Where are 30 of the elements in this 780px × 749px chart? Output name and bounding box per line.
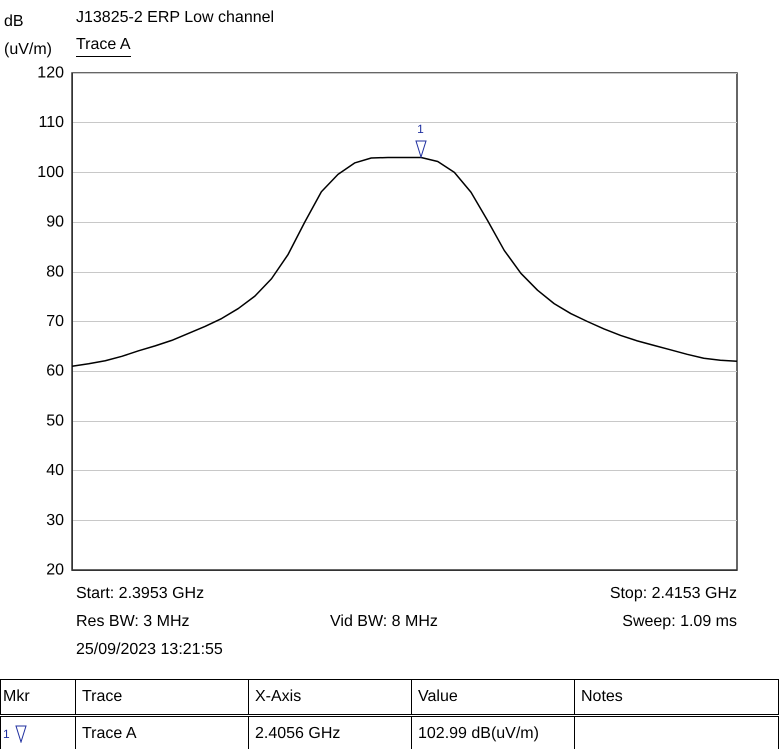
text: Start: 2.3953 GHz — [76, 584, 204, 604]
y-tick-label: 100 — [37, 164, 64, 181]
y-tick-label: 90 — [46, 214, 64, 231]
text: Sweep: 1.09 ms — [622, 612, 737, 632]
text: Res BW: 3 MHz — [76, 612, 190, 632]
y-tick-label: 70 — [46, 313, 64, 330]
text: Trace A — [76, 35, 131, 57]
text: Mkr — [0, 680, 76, 716]
y-tick-label: 20 — [46, 562, 64, 578]
text: 2.4056 GHz — [248, 716, 412, 749]
y-tick-label: 120 — [37, 64, 64, 82]
y-tick-label: 30 — [46, 512, 64, 529]
text: 25/09/2023 13:21:55 — [76, 640, 223, 660]
text: 102.99 dB(uV/m) — [412, 716, 574, 749]
text: Notes — [574, 680, 778, 716]
text: Vid BW: 8 MHz — [330, 612, 438, 632]
y-tick-label: 60 — [46, 362, 64, 380]
y-tick-label: 80 — [46, 263, 64, 280]
text: Stop: 2.4153 GHz — [610, 584, 737, 604]
text: Trace A — [76, 716, 248, 749]
text: Trace — [76, 680, 248, 716]
y-tick-label: 40 — [46, 462, 64, 480]
y-tick-label: 50 — [46, 412, 64, 430]
text: Value — [412, 680, 574, 716]
y-axis-title: dB (uV/m) — [4, 12, 52, 60]
chart-title: J13825-2 ERP Low channel — [76, 8, 274, 28]
y-tick-label: 110 — [38, 114, 64, 132]
annotation: 1 — [417, 122, 424, 136]
text: X-Axis — [248, 680, 412, 716]
text: 1 — [3, 727, 10, 742]
